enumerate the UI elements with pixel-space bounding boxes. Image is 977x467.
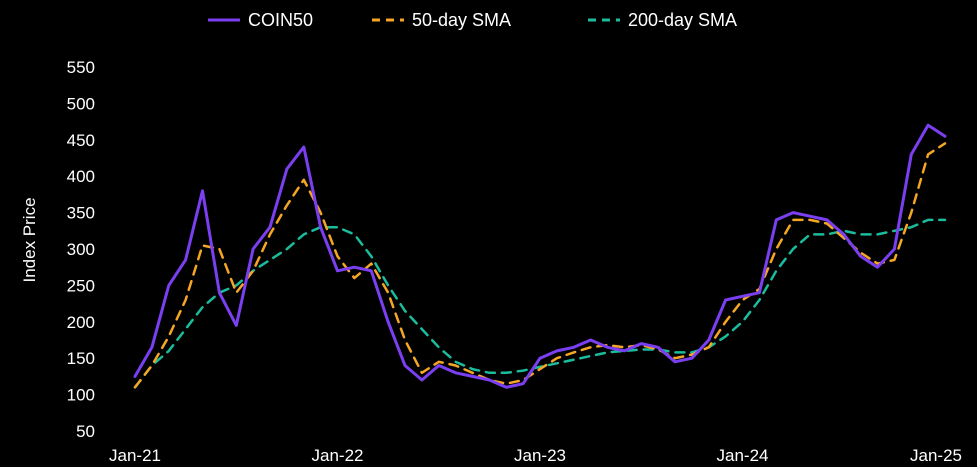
series-layer [133,123,947,389]
x-tick-label: Jan-21 [109,446,161,465]
series-line-50-day-sma [133,142,947,389]
y-tick-label: 200 [67,313,95,332]
x-axis-ticks: Jan-21 Jan-22 Jan-23 Jan-24 Jan-25 [109,446,962,465]
y-tick-label: 300 [67,240,95,259]
legend-label: 200-day SMA [628,10,737,30]
y-tick-label: 250 [67,276,95,295]
x-tick-label: Jan-24 [717,446,769,465]
y-tick-label: 350 [67,204,95,223]
x-tick-label: Jan-25 [910,446,962,465]
y-axis-label: Index Price [20,197,39,282]
y-tick-label: 500 [67,94,95,113]
x-tick-label: Jan-23 [514,446,566,465]
legend-label: COIN50 [248,10,313,30]
y-axis-ticks: 50 100 150 200 250 300 350 400 450 500 550 [67,58,95,441]
y-tick-label: 50 [76,422,95,441]
y-tick-label: 100 [67,386,95,405]
y-tick-label: 150 [67,349,95,368]
y-tick-label: 450 [67,131,95,150]
x-tick-label: Jan-22 [312,446,364,465]
series-line-coin50 [133,123,947,389]
legend: COIN50 50-day SMA 200-day SMA [208,10,737,30]
y-tick-label: 400 [67,167,95,186]
series-line-200-day-sma [133,218,947,389]
y-tick-label: 550 [67,58,95,77]
legend-label: 50-day SMA [412,10,511,30]
